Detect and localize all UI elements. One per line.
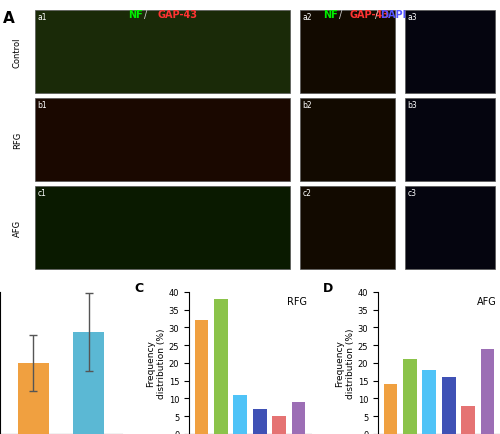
Bar xyxy=(300,99,395,181)
Text: RFG: RFG xyxy=(288,296,308,306)
Text: A: A xyxy=(2,11,14,26)
Bar xyxy=(194,321,208,434)
Text: GAP-43: GAP-43 xyxy=(350,10,390,20)
Text: /: / xyxy=(339,10,342,20)
Bar xyxy=(272,416,286,434)
Bar xyxy=(481,349,494,434)
Text: NF: NF xyxy=(323,10,338,20)
Text: NF: NF xyxy=(128,10,142,20)
Text: a1: a1 xyxy=(38,13,47,22)
Text: b3: b3 xyxy=(408,100,417,109)
Text: /: / xyxy=(375,10,378,20)
Text: DAPI: DAPI xyxy=(380,10,406,20)
Text: b2: b2 xyxy=(302,100,312,109)
Text: c1: c1 xyxy=(38,188,46,197)
Bar xyxy=(300,11,395,94)
Text: c2: c2 xyxy=(302,188,312,197)
Text: /: / xyxy=(144,10,147,20)
Bar xyxy=(214,299,228,434)
Bar xyxy=(405,187,495,270)
Bar xyxy=(405,99,495,181)
Bar xyxy=(18,363,48,434)
Text: D: D xyxy=(323,281,334,294)
Bar xyxy=(74,332,104,434)
Bar xyxy=(384,385,397,434)
Bar xyxy=(35,11,290,94)
Bar xyxy=(462,406,475,434)
Text: AFG: AFG xyxy=(13,220,22,237)
Text: Control: Control xyxy=(13,37,22,68)
Text: GAP-43: GAP-43 xyxy=(158,10,198,20)
Y-axis label: Frequency
distribution (%): Frequency distribution (%) xyxy=(336,328,355,398)
Bar xyxy=(292,402,306,434)
Bar xyxy=(300,187,395,270)
Bar xyxy=(35,99,290,181)
Bar xyxy=(422,370,436,434)
Text: C: C xyxy=(134,281,143,294)
Bar xyxy=(403,359,416,434)
Y-axis label: Frequency
distribution (%): Frequency distribution (%) xyxy=(146,328,166,398)
Bar xyxy=(442,377,456,434)
Bar xyxy=(234,395,247,434)
Text: a3: a3 xyxy=(408,13,417,22)
Bar xyxy=(35,187,290,270)
Bar xyxy=(405,11,495,94)
Text: RFG: RFG xyxy=(13,132,22,149)
Text: b1: b1 xyxy=(38,100,47,109)
Text: a2: a2 xyxy=(302,13,312,22)
Bar xyxy=(253,409,266,434)
Text: AFG: AFG xyxy=(476,296,496,306)
Text: c3: c3 xyxy=(408,188,416,197)
